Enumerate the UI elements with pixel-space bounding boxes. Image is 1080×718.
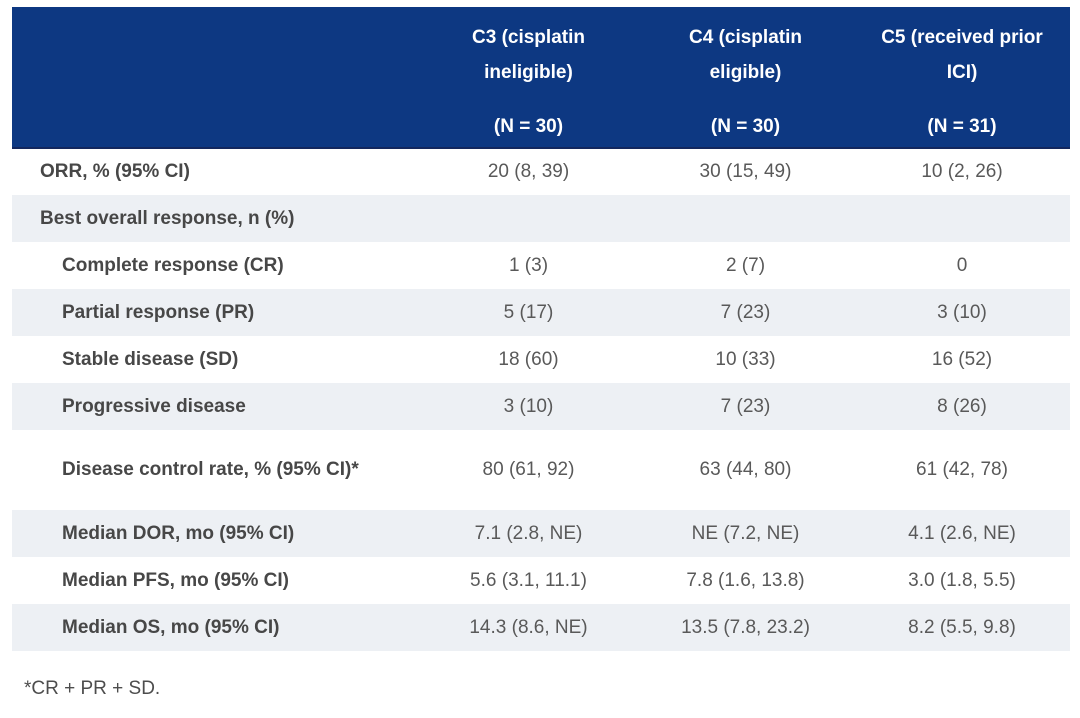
- column-title: C5 (received prior ICI): [881, 27, 1043, 84]
- table-row: Median PFS, mo (95% CI) 5.6 (3.1, 11.1) 7.…: [12, 557, 1070, 604]
- row-value: 3 (10): [503, 395, 554, 417]
- row-value: 0: [956, 254, 968, 276]
- row-label: ORR, % (95% CI): [40, 161, 190, 183]
- table-row: Stable disease (SD) 18 (60) 10 (33) 16 (52): [12, 336, 1070, 383]
- table-row: Median DOR, mo (95% CI) 7.1 (2.8, NE) NE (…: [12, 510, 1070, 557]
- row-label: Median DOR, mo (95% CI): [62, 522, 295, 544]
- row-value: 20 (8, 39): [487, 161, 570, 183]
- row-label: Stable disease (SD): [62, 348, 239, 370]
- row-value: [854, 195, 1070, 242]
- column-n: (N = 30): [493, 116, 564, 137]
- row-value: 14.3 (8.6, NE): [469, 616, 588, 638]
- row-label: Best overall response, n (%): [40, 207, 295, 229]
- row-label: Disease control rate, % (95% CI)*: [62, 459, 359, 481]
- table-row: Disease control rate, % (95% CI)* 80 (61,…: [12, 430, 1070, 510]
- row-value: 4.1 (2.6, NE): [908, 522, 1016, 544]
- row-value: 80 (61, 92): [482, 459, 575, 481]
- row-value: NE (7.2, NE): [691, 522, 800, 544]
- row-label: Partial response (PR): [62, 301, 255, 323]
- row-value: 10 (2, 26): [921, 161, 1003, 183]
- row-label: Median OS, mo (95% CI): [62, 616, 280, 638]
- table-footnote: *CR + PR + SD.: [24, 678, 161, 699]
- table-row: Best overall response, n (%): [12, 195, 1070, 242]
- column-title: C3 (cisplatin ineligible): [472, 27, 585, 84]
- row-value: 63 (44, 80): [699, 459, 792, 481]
- table-body: ORR, % (95% CI) 20 (8, 39) 30 (15, 49) 10 (…: [12, 148, 1070, 651]
- row-value: 18 (60): [498, 348, 559, 370]
- row-value: 13.5 (7.8, 23.2): [681, 616, 810, 638]
- row-label: Progressive disease: [62, 395, 246, 417]
- page: C3 (cisplatin ineligible) (N = 30) C4 (cis…: [12, 7, 1070, 699]
- row-value: 61 (42, 78): [916, 459, 1008, 481]
- row-value: 5.6 (3.1, 11.1): [470, 569, 587, 591]
- table-row: Partial response (PR) 5 (17) 7 (23) 3 (10): [12, 289, 1070, 336]
- table-row: ORR, % (95% CI) 20 (8, 39) 30 (15, 49) 10 (…: [12, 148, 1070, 195]
- column-header-c3: C3 (cisplatin ineligible) (N = 30): [420, 7, 637, 149]
- row-value: 10 (33): [715, 348, 776, 370]
- row-value: 5 (17): [503, 301, 554, 323]
- row-value: 2 (7): [725, 254, 766, 276]
- row-value: 7.8 (1.6, 13.8): [686, 569, 805, 591]
- column-header-c5: C5 (received prior ICI) (N = 31): [854, 7, 1070, 149]
- column-title: C4 (cisplatin eligible): [689, 27, 802, 84]
- row-label: Median PFS, mo (95% CI): [62, 569, 289, 591]
- column-n: (N = 31): [927, 116, 997, 137]
- row-value: 7.1 (2.8, NE): [474, 522, 583, 544]
- table-row: Progressive disease 3 (10) 7 (23) 8 (26): [12, 383, 1070, 430]
- table-header-row: C3 (cisplatin ineligible) (N = 30) C4 (cis…: [12, 7, 1070, 149]
- header-empty-cell: [12, 7, 420, 149]
- row-value: 30 (15, 49): [699, 161, 792, 183]
- table-row: Median OS, mo (95% CI) 14.3 (8.6, NE) 13.5…: [12, 604, 1070, 651]
- row-value: 16 (52): [931, 348, 993, 370]
- row-value: 8.2 (5.5, 9.8): [908, 616, 1016, 638]
- row-value: 7 (23): [720, 395, 771, 417]
- row-value: 8 (26): [937, 395, 987, 417]
- row-value: 1 (3): [508, 254, 549, 276]
- column-header-c4: C4 (cisplatin eligible) (N = 30): [637, 7, 854, 149]
- results-table: C3 (cisplatin ineligible) (N = 30) C4 (cis…: [12, 7, 1070, 651]
- row-value: 7 (23): [720, 301, 771, 323]
- column-n: (N = 30): [710, 116, 781, 137]
- table-row: Complete response (CR) 1 (3) 2 (7) 0: [12, 242, 1070, 289]
- row-value: [420, 195, 637, 242]
- row-label: Complete response (CR): [62, 254, 284, 276]
- row-value: 3.0 (1.8, 5.5): [908, 569, 1016, 591]
- row-value: 3 (10): [937, 301, 987, 323]
- row-value: [637, 195, 854, 242]
